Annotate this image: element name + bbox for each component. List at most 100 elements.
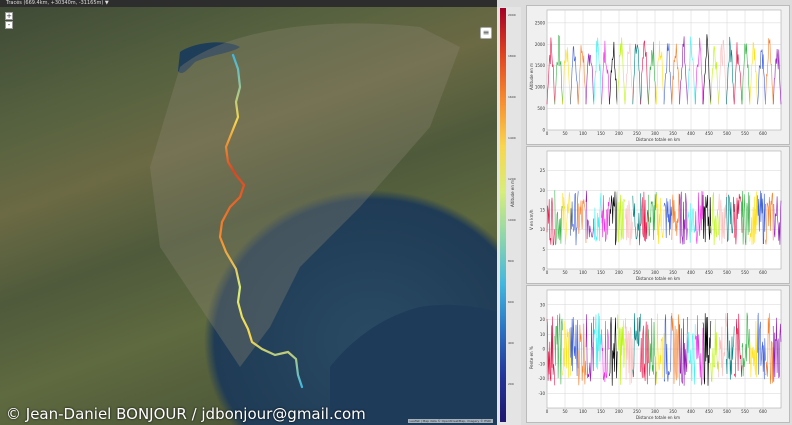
route-track[interactable]	[218, 53, 304, 389]
map-overlay	[150, 23, 497, 425]
altitude-color-scale: 2000 1800 1600 1400 1200 1000 800 600 400 200 Alt…	[497, 7, 521, 425]
stage-trace	[546, 37, 556, 105]
x-tick-label: 150	[597, 131, 605, 136]
scale-tick-label: 1600	[508, 95, 516, 99]
stage-trace	[616, 191, 626, 243]
copyright-text: © Jean-Daniel BONJOUR / jdbonjour@gmail.…	[6, 405, 366, 423]
scale-tick-label: 800	[508, 259, 514, 263]
stage-trace	[562, 47, 571, 105]
y-tick-label: 2500	[535, 20, 546, 25]
stage-trace	[554, 313, 563, 385]
stage-trace	[593, 37, 602, 105]
stage-trace	[624, 318, 634, 385]
scale-gradient	[500, 8, 506, 422]
layers-icon[interactable]: ≡	[480, 27, 492, 39]
plot-area	[546, 9, 782, 131]
sea	[330, 304, 497, 425]
y-tick-label: 20	[540, 317, 546, 322]
stage-trace	[624, 43, 634, 105]
y-tick-label: 500	[537, 106, 545, 111]
stage-trace	[671, 43, 680, 105]
y-tick-label: 0	[542, 128, 545, 133]
stage-trace	[718, 192, 727, 244]
x-tick-label: 350	[669, 131, 677, 136]
y-tick-label: -20	[538, 376, 545, 381]
stage-trace	[546, 197, 556, 246]
stage-trace	[609, 41, 618, 105]
stage-trace	[601, 40, 610, 105]
stage-trace	[577, 199, 587, 244]
x-tick-label: 200	[615, 270, 623, 275]
x-tick-label: 0	[546, 131, 549, 136]
chart-plot: 0 500 1000 1500 2000 2500 0 50 100 150 200 250 300 35…	[535, 9, 782, 136]
stage-trace	[577, 323, 587, 386]
stage-trace	[733, 193, 743, 245]
stage-trace	[616, 37, 626, 105]
x-tick-label: 500	[723, 270, 731, 275]
x-tick-label: 200	[615, 409, 623, 414]
stage-trace	[694, 37, 704, 105]
stage-trace	[562, 192, 571, 245]
stage-trace	[648, 41, 657, 105]
stage-trace	[663, 314, 673, 382]
stage-trace	[772, 317, 782, 382]
stage-trace	[609, 191, 618, 246]
stage-trace	[640, 321, 649, 385]
scale-tick-label: 2000	[508, 13, 516, 17]
y-axis-label: V en km/h	[529, 209, 534, 230]
x-tick-label: 250	[633, 270, 641, 275]
stage-trace	[741, 190, 751, 246]
stage-trace	[765, 313, 774, 385]
speed-chart[interactable]: 0 5 10 15 20 25 0 50 100 150 200 250 300 350 400 450 500…	[526, 146, 790, 284]
stage-trace	[749, 42, 758, 105]
x-tick-label: 100	[579, 409, 587, 414]
stage-trace	[757, 190, 766, 244]
stage-trace	[733, 313, 743, 378]
stage-trace	[726, 36, 735, 105]
altitude-chart[interactable]: 0 500 1000 1500 2000 2500 0 50 100 150 200 250 300 35…	[526, 5, 790, 145]
stage-trace	[554, 190, 563, 246]
stage-trace	[616, 314, 626, 385]
x-tick-label: 50	[562, 131, 568, 136]
zoom-in-button[interactable]: +	[5, 12, 13, 20]
zoom-out-button[interactable]: -	[5, 21, 13, 29]
x-tick-label: 450	[705, 409, 713, 414]
y-tick-label: -10	[538, 361, 545, 366]
x-tick-label: 100	[579, 270, 587, 275]
stage-trace	[741, 312, 751, 377]
stage-trace	[679, 36, 688, 105]
y-tick-label: 5	[542, 247, 545, 252]
x-tick-label: 350	[669, 409, 677, 414]
satellite-map[interactable]: + - ≡ Leaflet | Map data © OpenStreetMap…	[0, 7, 497, 425]
stage-trace	[702, 313, 712, 386]
x-tick-label: 400	[687, 270, 695, 275]
stage-trace	[554, 34, 563, 105]
stage-trace	[632, 193, 641, 246]
x-tick-label: 0	[546, 409, 549, 414]
lake-geneva	[178, 42, 240, 74]
x-tick-label: 600	[759, 131, 767, 136]
slope-chart[interactable]: -30 -20 -10 0 10 20 30 0 50 100 150 200 250 300 350 400…	[526, 285, 790, 423]
stage-trace	[687, 324, 696, 385]
map-attribution[interactable]: Leaflet | Map data © OpenStreetMap, imag…	[407, 419, 493, 423]
stage-trace	[733, 42, 743, 105]
stage-trace	[687, 203, 696, 243]
stage-trace	[546, 316, 556, 386]
x-tick-label: 400	[687, 409, 695, 414]
x-tick-label: 150	[597, 270, 605, 275]
window-title[interactable]: Tracés (669.4km, +30340m, -31165m) ▼	[0, 0, 497, 7]
y-tick-label: -30	[538, 391, 545, 396]
scale-tick-label: 1000	[508, 218, 516, 222]
x-tick-label: 450	[705, 270, 713, 275]
x-tick-label: 550	[741, 270, 749, 275]
stage-trace	[702, 34, 712, 105]
stage-trace	[702, 194, 712, 243]
x-axis-label: Distance totale en km	[635, 415, 681, 420]
alps-relief	[150, 23, 460, 368]
scale-tick-label: 1200	[508, 177, 516, 181]
stage-trace	[726, 194, 735, 242]
x-tick-label: 600	[759, 270, 767, 275]
y-tick-label: 10	[540, 332, 546, 337]
x-tick-label: 250	[633, 409, 641, 414]
